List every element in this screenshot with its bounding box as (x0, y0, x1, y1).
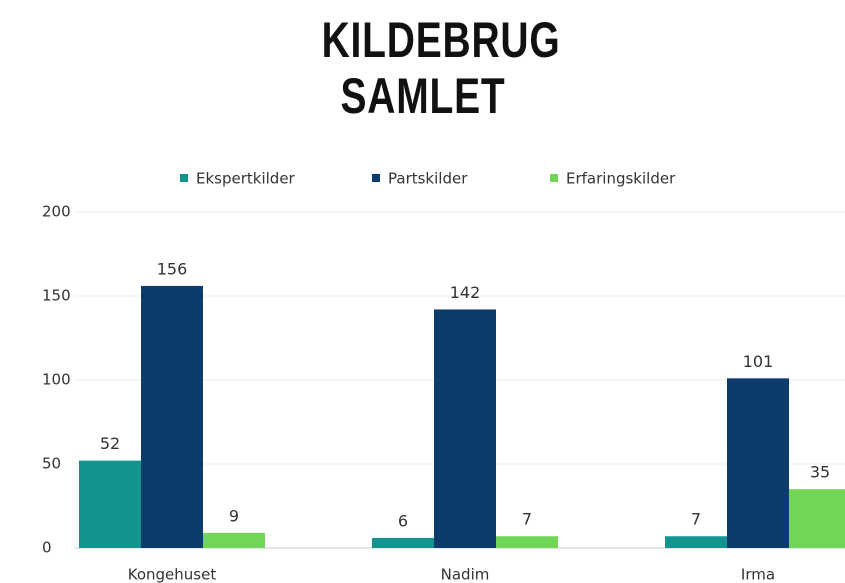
bar (789, 489, 845, 548)
value-label: 101 (743, 352, 774, 371)
legend-swatch (550, 174, 558, 182)
value-label: 7 (522, 510, 532, 529)
chart-title: KILDEBRUG SAMLET (321, 12, 560, 124)
y-tick-label: 150 (42, 287, 71, 305)
value-label: 35 (810, 463, 830, 482)
bar (665, 536, 727, 548)
y-tick-label: 50 (42, 455, 61, 473)
bar (434, 309, 496, 548)
value-label: 9 (229, 506, 239, 525)
bar (727, 378, 789, 548)
value-label: 142 (450, 283, 481, 302)
value-label: 156 (157, 259, 188, 278)
y-tick-label: 0 (42, 539, 52, 557)
bar (79, 460, 141, 548)
value-label: 6 (398, 511, 408, 530)
value-label: 52 (100, 434, 120, 453)
legend-swatch (180, 174, 188, 182)
legend-swatch (372, 174, 380, 182)
bar (496, 536, 558, 548)
value-label: 7 (691, 510, 701, 529)
legend-label: Partskilder (388, 170, 468, 188)
x-tick-label: Kongehuset (128, 566, 217, 583)
x-tick-label: Irma (741, 566, 775, 583)
y-tick-label: 100 (42, 371, 71, 389)
y-tick-label: 200 (42, 203, 71, 221)
x-tick-label: Nadim (441, 566, 490, 583)
legend-label: Ekspertkilder (196, 170, 296, 188)
bar (141, 285, 203, 548)
legend-label: Erfaringskilder (566, 170, 676, 188)
bar (372, 537, 434, 548)
bar (203, 532, 265, 548)
title-box: KILDEBRUG SAMLET (0, 12, 845, 124)
